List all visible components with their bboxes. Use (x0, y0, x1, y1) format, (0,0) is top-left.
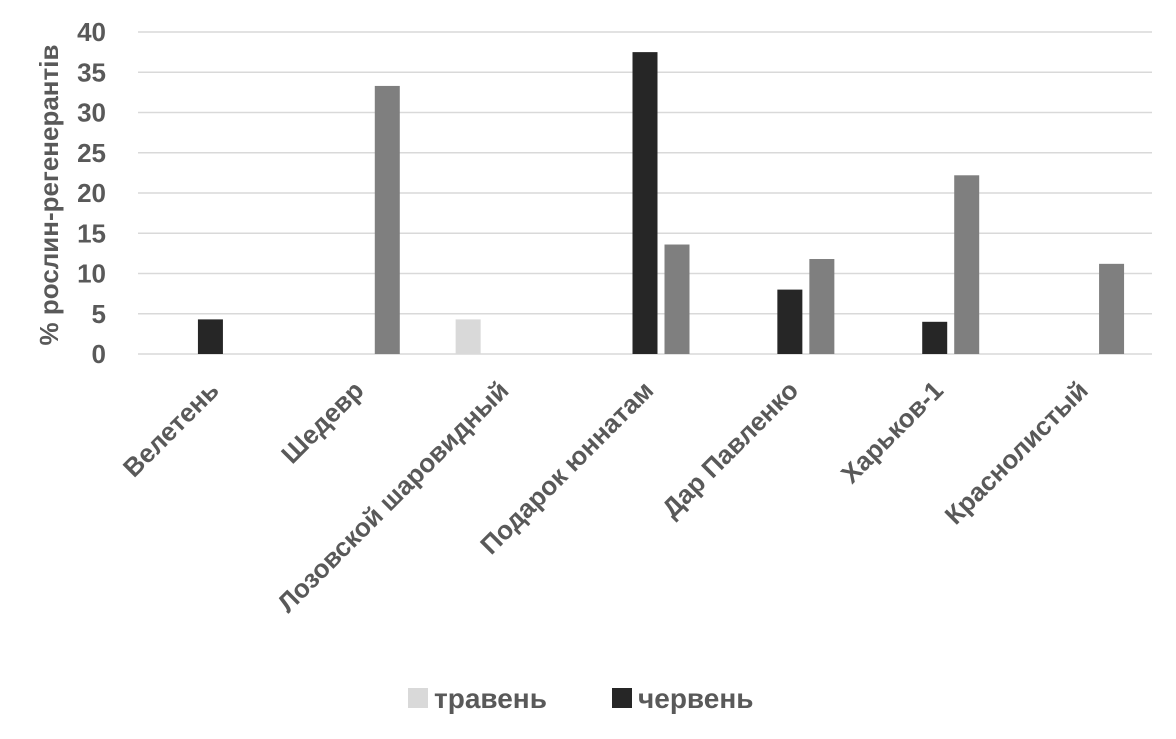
bar-series3 (809, 259, 835, 354)
bar-traven (455, 319, 481, 354)
legend: травень червень (408, 683, 753, 714)
legend-label: червень (638, 683, 753, 714)
y-tick-label: 5 (92, 299, 106, 329)
y-tick-label: 10 (77, 259, 106, 289)
bar-cherven (632, 52, 658, 354)
bar-cherven (197, 319, 223, 354)
y-tick-label: 30 (77, 98, 106, 128)
x-category-label: Дар Павленко (656, 375, 804, 523)
bar-cherven (777, 289, 803, 354)
x-category-label: Лозовской шаровидный (271, 375, 514, 618)
bar-cherven (922, 321, 948, 354)
x-category-label: Краснолистый (939, 375, 1094, 530)
bars (197, 52, 1125, 354)
y-tick-label: 20 (77, 178, 106, 208)
bar-series3 (664, 244, 690, 354)
y-tick-label: 25 (77, 138, 106, 168)
y-tick-label: 0 (92, 339, 106, 369)
y-tick-label: 15 (77, 218, 106, 248)
legend-label: травень (434, 683, 547, 714)
bar-series3 (954, 175, 980, 354)
bar-series3 (1099, 263, 1125, 354)
y-tick-labels: 0 5 10 15 20 25 30 35 40 (77, 17, 106, 369)
legend-swatch (408, 688, 428, 708)
bar-series3 (374, 85, 400, 354)
y-axis-label: % рослин-регенерантів (34, 45, 64, 346)
y-tick-label: 40 (77, 17, 106, 47)
x-category-label: Шедевр (275, 375, 369, 469)
y-tick-label: 35 (77, 57, 106, 87)
x-category-label: Велетень (117, 375, 225, 483)
x-category-label: Харьков-1 (835, 375, 949, 489)
legend-swatch (612, 688, 632, 708)
